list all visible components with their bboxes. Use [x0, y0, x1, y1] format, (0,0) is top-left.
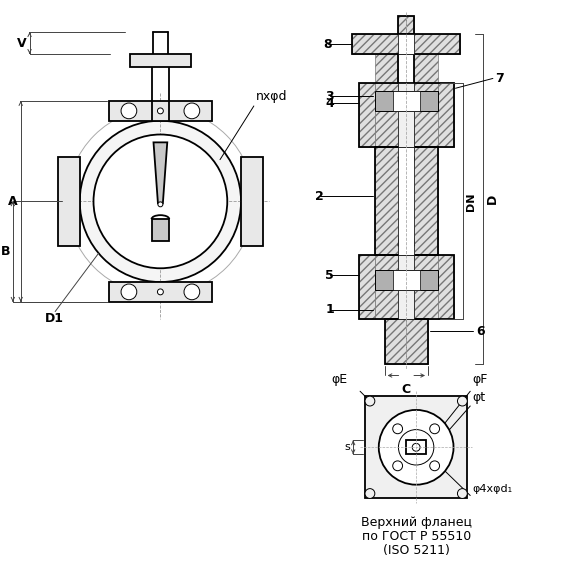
Bar	[375, 147, 438, 255]
Text: 2: 2	[315, 190, 324, 203]
Bar	[359, 255, 375, 319]
Circle shape	[80, 121, 241, 282]
Text: φE: φE	[331, 373, 347, 386]
Circle shape	[393, 424, 402, 434]
Circle shape	[378, 410, 454, 484]
Text: 4: 4	[325, 96, 334, 109]
Bar	[406, 319, 428, 364]
Bar	[152, 219, 169, 241]
Circle shape	[121, 103, 137, 119]
Circle shape	[158, 202, 163, 207]
Bar	[359, 83, 375, 147]
Text: 3: 3	[325, 89, 334, 103]
Text: s: s	[344, 442, 350, 453]
Text: nxφd: nxφd	[256, 90, 287, 103]
Bar	[352, 34, 461, 54]
Bar	[359, 255, 454, 319]
Circle shape	[412, 443, 420, 451]
Bar	[398, 34, 414, 54]
Bar	[406, 17, 414, 34]
Circle shape	[157, 289, 164, 295]
Text: DN: DN	[466, 192, 477, 211]
Bar	[414, 83, 438, 147]
Bar	[414, 147, 438, 255]
Circle shape	[458, 396, 467, 406]
Bar	[438, 83, 454, 147]
Bar	[130, 54, 191, 67]
Bar	[385, 319, 428, 364]
Circle shape	[365, 396, 375, 406]
Text: A: A	[8, 195, 18, 208]
Circle shape	[430, 461, 439, 471]
Text: D: D	[486, 194, 499, 204]
Bar	[365, 396, 467, 498]
Bar	[414, 255, 438, 319]
Text: D1: D1	[45, 312, 64, 324]
Text: Верхний фланец: Верхний фланец	[361, 516, 471, 529]
Circle shape	[184, 284, 200, 300]
Bar	[393, 270, 420, 290]
Text: 8: 8	[323, 38, 332, 51]
Circle shape	[430, 424, 439, 434]
Bar	[406, 441, 426, 454]
Circle shape	[184, 103, 200, 119]
Text: φt: φt	[472, 391, 485, 404]
Circle shape	[393, 461, 402, 471]
Text: B: B	[1, 245, 10, 258]
Bar	[359, 83, 454, 147]
Text: 1: 1	[325, 303, 334, 316]
Circle shape	[157, 108, 164, 114]
Bar	[375, 83, 398, 147]
Bar	[414, 34, 461, 54]
Bar	[375, 255, 398, 319]
Bar	[398, 17, 414, 34]
Text: C: C	[402, 384, 411, 396]
Circle shape	[458, 488, 467, 498]
Bar	[438, 255, 454, 319]
Bar	[398, 17, 406, 34]
Bar	[414, 54, 438, 83]
Text: 6: 6	[476, 325, 484, 338]
Text: 7: 7	[495, 72, 504, 85]
Bar	[398, 255, 414, 319]
Bar	[375, 91, 438, 111]
Text: φF: φF	[472, 373, 487, 386]
Bar	[109, 282, 212, 302]
Bar	[398, 83, 414, 147]
Polygon shape	[153, 142, 167, 203]
Circle shape	[365, 488, 375, 498]
Text: φ4xφd₁: φ4xφd₁	[472, 483, 512, 494]
Text: (ISO 5211): (ISO 5211)	[382, 544, 450, 557]
Bar	[58, 157, 80, 246]
Circle shape	[93, 135, 227, 268]
Bar	[109, 101, 212, 121]
Bar	[375, 147, 398, 255]
Text: 5: 5	[325, 268, 334, 282]
Bar	[241, 157, 263, 246]
Bar	[375, 54, 398, 83]
Bar	[385, 319, 406, 364]
Circle shape	[121, 284, 137, 300]
Circle shape	[398, 430, 434, 465]
Bar	[398, 147, 414, 255]
Bar	[393, 91, 420, 111]
Text: V: V	[17, 36, 27, 50]
Text: по ГОСТ Р 55510: по ГОСТ Р 55510	[361, 530, 471, 543]
Bar	[375, 270, 438, 290]
Bar	[352, 34, 398, 54]
